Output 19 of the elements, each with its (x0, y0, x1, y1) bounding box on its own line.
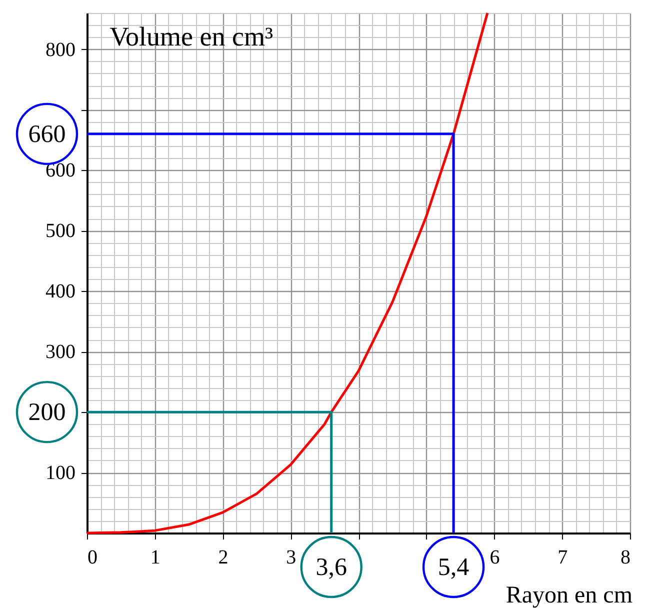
x-tick-label: 3 (286, 546, 296, 568)
x-tick-label: 7 (558, 546, 568, 568)
x-tick-label: 0 (88, 546, 98, 568)
y-axis-title: Volume en cm³ (110, 22, 274, 52)
x-tick-label: 6 (490, 546, 500, 568)
y-tick-label: 800 (46, 38, 76, 61)
y-tick-label: 100 (46, 462, 76, 484)
annotation: 3,6 (316, 554, 347, 581)
x-tick-label: 2 (218, 546, 228, 568)
y-tick-label: 300 (46, 341, 76, 364)
x-tick-label: 8 (620, 546, 630, 568)
y-tick-label: 500 (46, 220, 76, 242)
annotation: 200 (28, 399, 66, 426)
y-tick-label: 600 (46, 160, 76, 182)
x-tick-label: 1 (150, 546, 160, 568)
annotation: 5,4 (438, 554, 470, 581)
x-axis-title: Rayon en cm (506, 582, 633, 608)
annotation: 660 (28, 120, 66, 148)
y-tick-label: 400 (46, 280, 76, 303)
